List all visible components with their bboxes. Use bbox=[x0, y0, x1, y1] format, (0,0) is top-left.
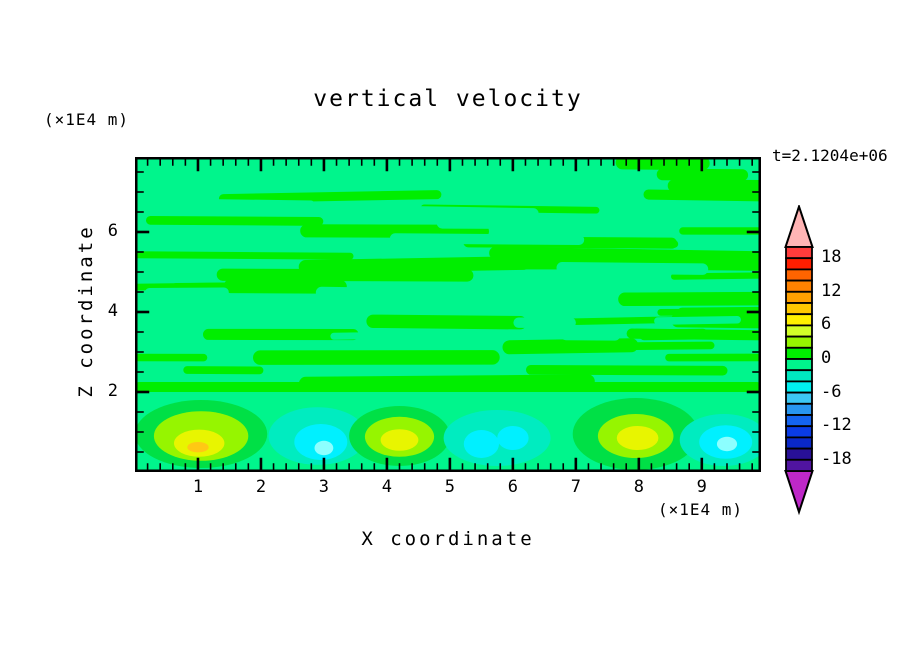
x-tick-label: 4 bbox=[381, 477, 393, 497]
x-axis-unit-label: (×1E4 m) bbox=[658, 500, 744, 519]
colorbar-tick-label: -6 bbox=[821, 381, 842, 402]
colorbar-tick-label: 12 bbox=[821, 280, 842, 301]
x-tick-label: 2 bbox=[255, 477, 267, 497]
colorbar-tick-label: 0 bbox=[821, 348, 832, 368]
contour-plot-canvas bbox=[135, 157, 761, 472]
colorbar bbox=[784, 203, 814, 517]
plot-title: vertical velocity bbox=[313, 86, 583, 112]
colorbar-tick-label: 18 bbox=[821, 247, 842, 268]
time-annotation: t=2.1204e+06 bbox=[772, 146, 888, 165]
x-tick-label: 9 bbox=[696, 477, 707, 497]
z-axis-unit-label: (×1E4 m) bbox=[44, 110, 130, 129]
z-tick-label: 6 bbox=[107, 221, 118, 241]
x-tick-label: 3 bbox=[318, 477, 330, 497]
x-tick-label: 6 bbox=[507, 477, 518, 497]
x-tick-label: 8 bbox=[633, 477, 644, 497]
z-tick-label: 4 bbox=[107, 301, 118, 321]
x-axis-title: X coordinate bbox=[361, 528, 535, 550]
z-tick-label: 2 bbox=[107, 381, 118, 401]
colorbar-tick-label: -18 bbox=[821, 448, 852, 469]
colorbar-tick-label: 6 bbox=[821, 314, 832, 335]
colorbar-tick-label: -12 bbox=[821, 415, 852, 436]
x-tick-label: 5 bbox=[444, 477, 455, 497]
x-tick-label: 7 bbox=[570, 477, 581, 497]
x-tick-label: 1 bbox=[192, 477, 204, 497]
